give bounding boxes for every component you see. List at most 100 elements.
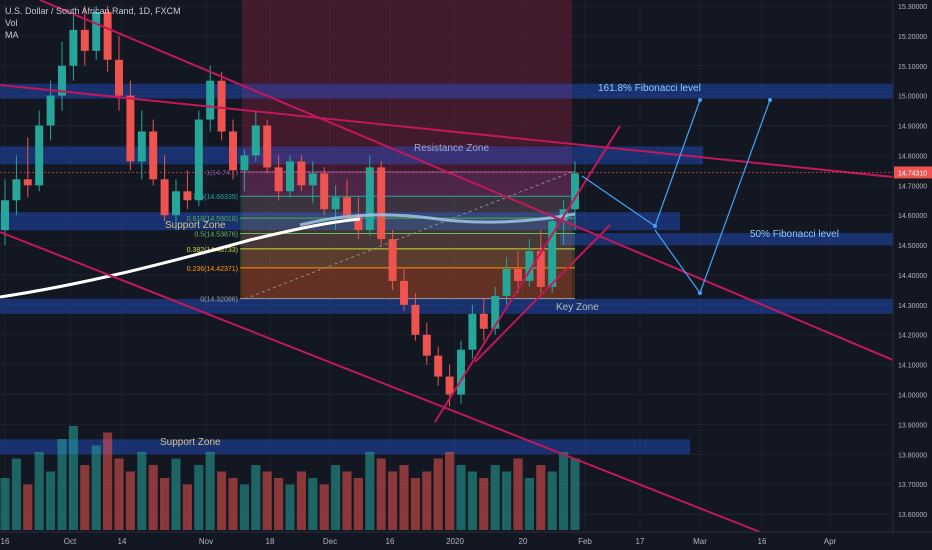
- x-tick-label: 2020: [446, 537, 464, 546]
- volume-bar: [103, 432, 113, 530]
- volume-bar: [353, 478, 363, 530]
- symbol-title[interactable]: U.S. Dollar / South African Rand, 1D, FX…: [5, 6, 181, 16]
- label-resistance: Resistance Zone: [414, 143, 490, 154]
- volume-bar: [125, 471, 135, 530]
- y-tick-label: 14.70000: [898, 183, 927, 190]
- candle-body: [80, 29, 89, 51]
- volume-bar: [46, 471, 56, 530]
- arrow-head: [653, 224, 657, 228]
- candle-body: [434, 355, 443, 377]
- candle-body: [35, 125, 44, 186]
- fib-diagonal: [244, 171, 573, 300]
- candle-body: [274, 167, 283, 192]
- candle-body: [115, 59, 123, 96]
- volume-bar: [205, 452, 215, 530]
- volume-bar: [445, 452, 455, 530]
- candle-body: [69, 29, 78, 66]
- volume-bar: [376, 458, 386, 530]
- label-fib-161: 161.8% Fibonacci level: [598, 83, 701, 94]
- volume-bar: [91, 445, 101, 530]
- volume-bar: [342, 471, 352, 530]
- candle-body: [400, 280, 408, 305]
- arrow-head: [698, 291, 702, 295]
- label-support-upper: Support Zone: [165, 220, 226, 231]
- y-tick-label: 14.80000: [898, 153, 927, 160]
- candle-body: [206, 80, 215, 120]
- projection-arrow: [654, 99, 701, 227]
- x-tick-label: 16: [1, 537, 10, 546]
- volume-bar: [239, 484, 249, 530]
- candle-body: [308, 173, 317, 186]
- candle-body: [491, 295, 500, 329]
- y-tick-label: 14.10000: [898, 363, 927, 370]
- volume-bar: [114, 458, 124, 530]
- candle-body: [1, 200, 9, 231]
- zone-rect: [0, 146, 703, 165]
- projection-arrow: [699, 99, 771, 294]
- volume-bar: [467, 471, 477, 530]
- price-axis-bg: [893, 0, 932, 532]
- x-tick-label: Dec: [323, 537, 337, 546]
- candle-body: [514, 268, 522, 281]
- volume-bar: [319, 484, 329, 530]
- y-tick-label: 14.60000: [898, 213, 927, 220]
- y-tick-label: 13.90000: [898, 422, 927, 429]
- projection-arrow: [654, 229, 701, 294]
- x-tick-label: 14: [118, 537, 127, 546]
- y-tick-label: 15.10000: [898, 64, 927, 71]
- volume-bar: [148, 465, 158, 530]
- volume-bar: [536, 465, 546, 530]
- zone-rect: [0, 439, 690, 455]
- volume-bar: [182, 484, 192, 530]
- candle-body: [411, 304, 420, 335]
- x-tick-label: 17: [636, 537, 645, 546]
- volume-bar: [34, 452, 44, 530]
- volume-bar: [388, 471, 398, 530]
- label-key-zone: Key Zone: [556, 302, 599, 313]
- volume-bar: [285, 484, 295, 530]
- candle-body: [126, 95, 135, 162]
- indicator-ma[interactable]: MA: [5, 30, 19, 40]
- volume-bar: [23, 484, 33, 530]
- fib-label: 1(14.74...): [206, 170, 238, 177]
- x-tick-label: 20: [519, 537, 528, 546]
- volume-bar: [68, 426, 78, 530]
- x-tick-label: Oct: [64, 537, 77, 546]
- candle-body: [217, 80, 226, 132]
- trendline-rising-lower: [474, 224, 611, 363]
- candle-body: [468, 313, 477, 350]
- arrow-head: [698, 98, 702, 102]
- y-tick-label: 14.50000: [898, 243, 927, 250]
- candle-body: [479, 313, 488, 329]
- volume-bar: [410, 478, 420, 530]
- candle-body: [172, 191, 180, 216]
- candle-body: [320, 173, 329, 210]
- candle-body: [194, 119, 203, 201]
- candle-body: [525, 251, 534, 281]
- volume-bar: [160, 478, 170, 530]
- indicator-vol[interactable]: Vol: [5, 18, 18, 28]
- label-fib-50: 50% Fibonacci level: [750, 229, 839, 240]
- volume-bar: [547, 471, 557, 530]
- candle-body: [263, 125, 272, 168]
- candle-body: [149, 131, 158, 180]
- fib-label: 0.5(14.53876): [194, 231, 238, 238]
- label-support-lower: Support Zone: [160, 437, 221, 448]
- volume-bar: [570, 458, 580, 530]
- ma-line-fast: [299, 212, 576, 227]
- volume-bar: [308, 478, 318, 530]
- candle-body: [331, 197, 340, 210]
- volume-bar: [433, 458, 443, 530]
- trendline-rising-upper: [434, 125, 621, 423]
- volume-bar: [80, 465, 90, 530]
- candle-body: [12, 179, 21, 201]
- volume-bar: [296, 471, 306, 530]
- candle-body: [422, 334, 431, 356]
- candle-body: [160, 179, 169, 216]
- fib-label: 0.618(14.59018): [187, 216, 238, 223]
- y-tick-label: 15.20000: [898, 34, 927, 41]
- volume-bar: [217, 471, 227, 530]
- y-tick-label: 14.00000: [898, 393, 927, 400]
- volume-bar: [57, 439, 67, 530]
